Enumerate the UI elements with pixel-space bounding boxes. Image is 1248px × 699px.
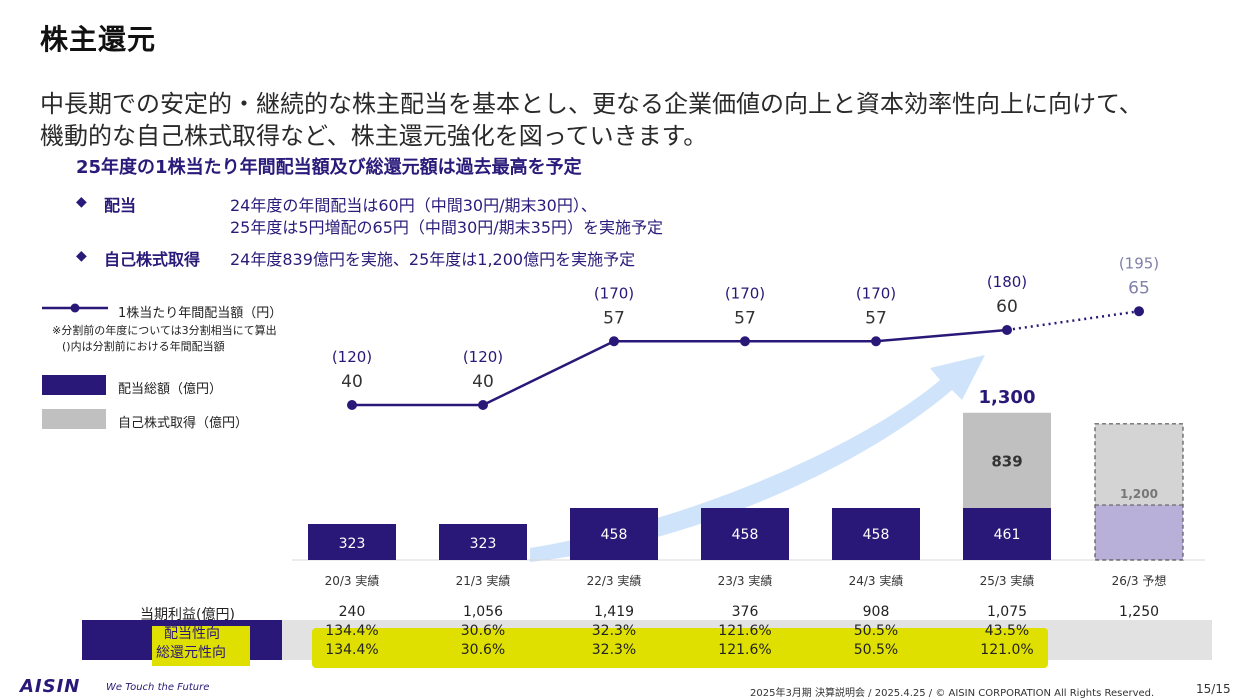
page-number: 15/15 xyxy=(1196,682,1231,696)
diamond-icon: ◆ xyxy=(76,194,87,210)
dividend-bar xyxy=(308,524,396,560)
legend-div-label: 配当総額（億円） xyxy=(118,382,223,397)
forecast-bar-outline xyxy=(1094,423,1184,561)
headline: 25年度の1株当たり年間配当額及び総還元額は過去最高を予定 xyxy=(76,157,582,178)
aisin-logo: AISIN xyxy=(20,676,81,697)
dividend-value-label: 40 xyxy=(341,372,363,392)
bullet-label-dividend: 配当 xyxy=(104,196,137,215)
legend-line-swatch xyxy=(42,303,108,313)
dividend-bar-label: 458 xyxy=(732,527,759,543)
table-cell: 376 xyxy=(731,604,759,620)
dividend-bar-label: 461 xyxy=(994,527,1021,543)
dividend-point xyxy=(1002,325,1012,335)
dividend-bar xyxy=(439,524,527,560)
table-cell: 1,056 xyxy=(462,604,504,620)
forecast-buyback-bar xyxy=(1095,423,1183,505)
forecast-buyback-label: 1,200 xyxy=(1120,487,1158,501)
bullet-text-dividend-1: 24年度の年間配当は60円（中間30円/期末30円）、 xyxy=(230,196,597,215)
legend-note-1: ※分割前の年度については3分割相当にて算出 xyxy=(52,324,277,337)
category-label: 22/3 実績 xyxy=(586,574,642,588)
pre-split-dividend-label: (120) xyxy=(463,348,503,366)
dividend-point xyxy=(478,400,488,410)
legend-note-2: ()内は分割前における年間配当額 xyxy=(62,340,225,353)
table-cell: 1,419 xyxy=(593,604,635,620)
diamond-icon: ◆ xyxy=(76,248,87,264)
pre-split-dividend-label: (195) xyxy=(1119,254,1159,272)
table-cell: 1,250 xyxy=(1118,604,1160,620)
table-cell: 121.6% xyxy=(718,642,772,658)
dividend-bar xyxy=(963,508,1051,560)
tagline: We Touch the Future xyxy=(106,682,210,693)
dividend-point xyxy=(347,400,357,410)
dividend-value-label: 57 xyxy=(734,308,756,328)
dividend-forecast-line xyxy=(1006,310,1140,332)
category-label: 26/3 予想 xyxy=(1111,574,1167,588)
pre-split-dividend-label: (170) xyxy=(856,284,896,302)
dividend-bar-label: 458 xyxy=(601,527,628,543)
footer-event: 2025年3月期 決算説明会 / 2025.4.25 / © AISIN COR… xyxy=(750,688,1155,699)
legend-buyback-swatch xyxy=(42,409,106,429)
lead-line-1: 中長期での安定的・継続的な株主配当を基本とし、更なる企業価値の向上と資本効率性向… xyxy=(40,90,1143,118)
category-label: 24/3 実績 xyxy=(848,574,904,588)
bullet-text-buyback: 24年度839億円を実施、25年度は1,200億円を実施予定 xyxy=(230,250,636,269)
dividend-value-label: 57 xyxy=(865,308,887,328)
category-label: 23/3 実績 xyxy=(717,574,773,588)
table-cell: 43.5% xyxy=(984,623,1030,639)
dividend-value-label: 60 xyxy=(996,297,1018,317)
category-label: 25/3 実績 xyxy=(979,574,1035,588)
dividend-bar-label: 323 xyxy=(470,536,497,552)
table-cell: 240 xyxy=(338,604,366,620)
category-label: 21/3 実績 xyxy=(455,574,511,588)
buyback-bar-label: 839 xyxy=(991,452,1022,470)
table-row-label-payout: 配当性向 xyxy=(164,626,220,642)
dividend-bar xyxy=(570,508,658,560)
dividend-point xyxy=(1134,306,1144,317)
lead-line-2: 機動的な自己株式取得など、株主還元強化を図っていきます。 xyxy=(40,122,708,150)
table-row-label-profit: 当期利益(億円) xyxy=(140,607,235,623)
table-cell: 32.3% xyxy=(591,642,637,658)
label-highlight xyxy=(152,626,250,666)
buyback-bar xyxy=(963,412,1051,508)
dividend-bar-label: 323 xyxy=(339,536,366,552)
dividend-point xyxy=(871,336,881,347)
table-cell: 1,075 xyxy=(986,604,1028,620)
dividend-bar xyxy=(832,508,920,560)
table-cell: 50.5% xyxy=(853,642,899,658)
dividend-value-label: 57 xyxy=(603,308,625,328)
pre-split-dividend-label: (170) xyxy=(725,284,765,302)
table-row-label-total-payout: 総還元性向 xyxy=(156,645,226,661)
legend-line-label: 1株当たり年間配当額（円） xyxy=(118,306,283,321)
forecast-dividend-bar xyxy=(1095,505,1183,560)
dividend-point xyxy=(740,336,750,347)
table-cell: 30.6% xyxy=(460,623,506,639)
dividend-bar xyxy=(701,508,789,560)
bullet-text-dividend-2: 25年度は5円増配の65円（中間30円/期末35円）を実施予定 xyxy=(230,218,664,237)
table-cell: 134.4% xyxy=(325,642,379,658)
table-cell: 121.0% xyxy=(980,642,1034,658)
legend-div-swatch xyxy=(42,375,106,395)
category-label: 20/3 実績 xyxy=(324,574,380,588)
table-cell: 121.6% xyxy=(718,623,772,639)
pre-split-dividend-label: (120) xyxy=(332,348,372,366)
dividend-bar-label: 458 xyxy=(863,527,890,543)
dividend-point xyxy=(609,336,619,347)
legend-buyback-label: 自己株式取得（億円） xyxy=(118,416,249,431)
page-title: 株主還元 xyxy=(40,23,157,56)
table-cell: 32.3% xyxy=(591,623,637,639)
table-cell: 50.5% xyxy=(853,623,899,639)
table-cell: 908 xyxy=(862,604,890,620)
bullet-label-buyback: 自己株式取得 xyxy=(104,250,201,269)
table-cell: 30.6% xyxy=(460,642,506,658)
dividend-line xyxy=(352,328,1008,407)
dividend-value-label: 40 xyxy=(472,372,494,392)
pre-split-dividend-label: (170) xyxy=(594,284,634,302)
values-highlight xyxy=(312,628,1048,668)
dividend-value-label: 65 xyxy=(1128,278,1150,298)
table-cell: 134.4% xyxy=(325,623,379,639)
total-return-label: 1,300 xyxy=(979,387,1036,408)
shareholder-return-chart: 323 323 458 458 458 461 839 1,300 1,200 (120) 40 (1… xyxy=(292,254,1205,562)
pre-split-dividend-label: (180) xyxy=(987,273,1027,291)
